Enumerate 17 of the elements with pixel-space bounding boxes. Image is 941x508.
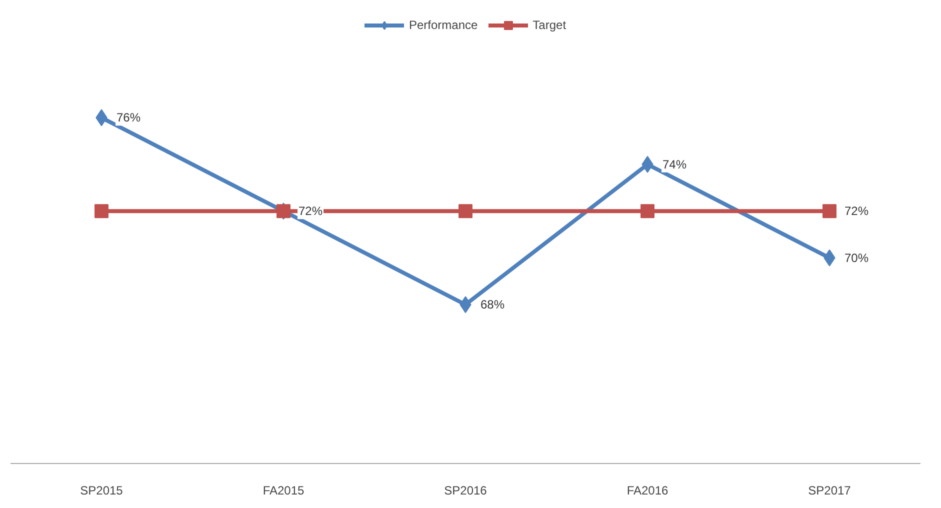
data-label: 70% [844, 250, 869, 265]
x-tick-label: SP2016 [444, 484, 488, 498]
data-label: 68% [480, 298, 505, 312]
point [640, 204, 654, 218]
x-tick-label: FA2016 [626, 484, 669, 498]
x-tick-label: FA2015 [262, 484, 305, 498]
data-label: 76% [116, 110, 141, 125]
legend-label: Performance [408, 18, 478, 32]
x-tick-label: SP2015 [80, 484, 124, 498]
data-label: 72% [298, 204, 323, 218]
point [822, 204, 836, 218]
x-tick-label: SP2017 [808, 484, 852, 498]
data-label: 74% [662, 157, 687, 172]
point [94, 204, 108, 218]
data-label: 72% [844, 204, 869, 218]
point [458, 204, 472, 218]
legend-label: Target [532, 18, 566, 32]
